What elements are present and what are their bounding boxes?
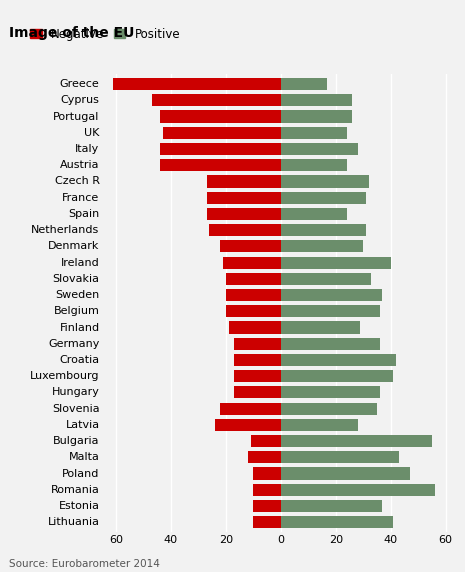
Bar bbox=[281, 176, 369, 188]
Bar bbox=[234, 370, 281, 382]
Bar bbox=[281, 305, 379, 317]
Bar bbox=[253, 467, 281, 480]
Bar bbox=[206, 192, 281, 204]
Bar bbox=[226, 289, 281, 301]
Bar bbox=[160, 143, 281, 155]
Bar bbox=[281, 467, 410, 480]
Bar bbox=[281, 386, 379, 399]
Bar bbox=[281, 143, 358, 155]
Bar bbox=[253, 516, 281, 529]
Text: Image of the EU: Image of the EU bbox=[9, 26, 135, 39]
Bar bbox=[251, 435, 281, 447]
Bar bbox=[220, 240, 281, 252]
Bar bbox=[206, 176, 281, 188]
Bar bbox=[281, 224, 366, 236]
Bar bbox=[281, 273, 372, 285]
Bar bbox=[160, 110, 281, 122]
Bar bbox=[281, 208, 347, 220]
Bar bbox=[253, 500, 281, 512]
Bar bbox=[281, 337, 379, 350]
Bar bbox=[281, 354, 396, 366]
Bar bbox=[253, 484, 281, 496]
Bar bbox=[220, 403, 281, 415]
Bar bbox=[281, 78, 327, 90]
Bar bbox=[113, 78, 281, 90]
Bar bbox=[281, 192, 366, 204]
Bar bbox=[234, 386, 281, 399]
Bar bbox=[209, 224, 281, 236]
Bar bbox=[281, 240, 363, 252]
Bar bbox=[281, 126, 347, 139]
Bar bbox=[160, 159, 281, 172]
Bar bbox=[281, 94, 352, 106]
Bar bbox=[281, 256, 391, 269]
Bar bbox=[223, 256, 281, 269]
Bar bbox=[248, 451, 281, 463]
Legend: Negative, Positive: Negative, Positive bbox=[30, 27, 180, 41]
Text: Source: Eurobarometer 2014: Source: Eurobarometer 2014 bbox=[9, 559, 160, 569]
Bar bbox=[215, 419, 281, 431]
Bar bbox=[281, 159, 347, 172]
Bar bbox=[281, 110, 352, 122]
Bar bbox=[229, 321, 281, 333]
Bar bbox=[281, 500, 382, 512]
Bar bbox=[281, 419, 358, 431]
Bar bbox=[281, 435, 432, 447]
Bar bbox=[281, 321, 360, 333]
Bar bbox=[226, 273, 281, 285]
Bar bbox=[281, 484, 435, 496]
Bar bbox=[226, 305, 281, 317]
Bar bbox=[234, 354, 281, 366]
Bar bbox=[206, 208, 281, 220]
Bar bbox=[281, 403, 377, 415]
Bar bbox=[152, 94, 281, 106]
Bar bbox=[234, 337, 281, 350]
Bar bbox=[281, 289, 382, 301]
Bar bbox=[281, 516, 393, 529]
Bar bbox=[281, 451, 399, 463]
Bar bbox=[163, 126, 281, 139]
Bar bbox=[281, 370, 393, 382]
